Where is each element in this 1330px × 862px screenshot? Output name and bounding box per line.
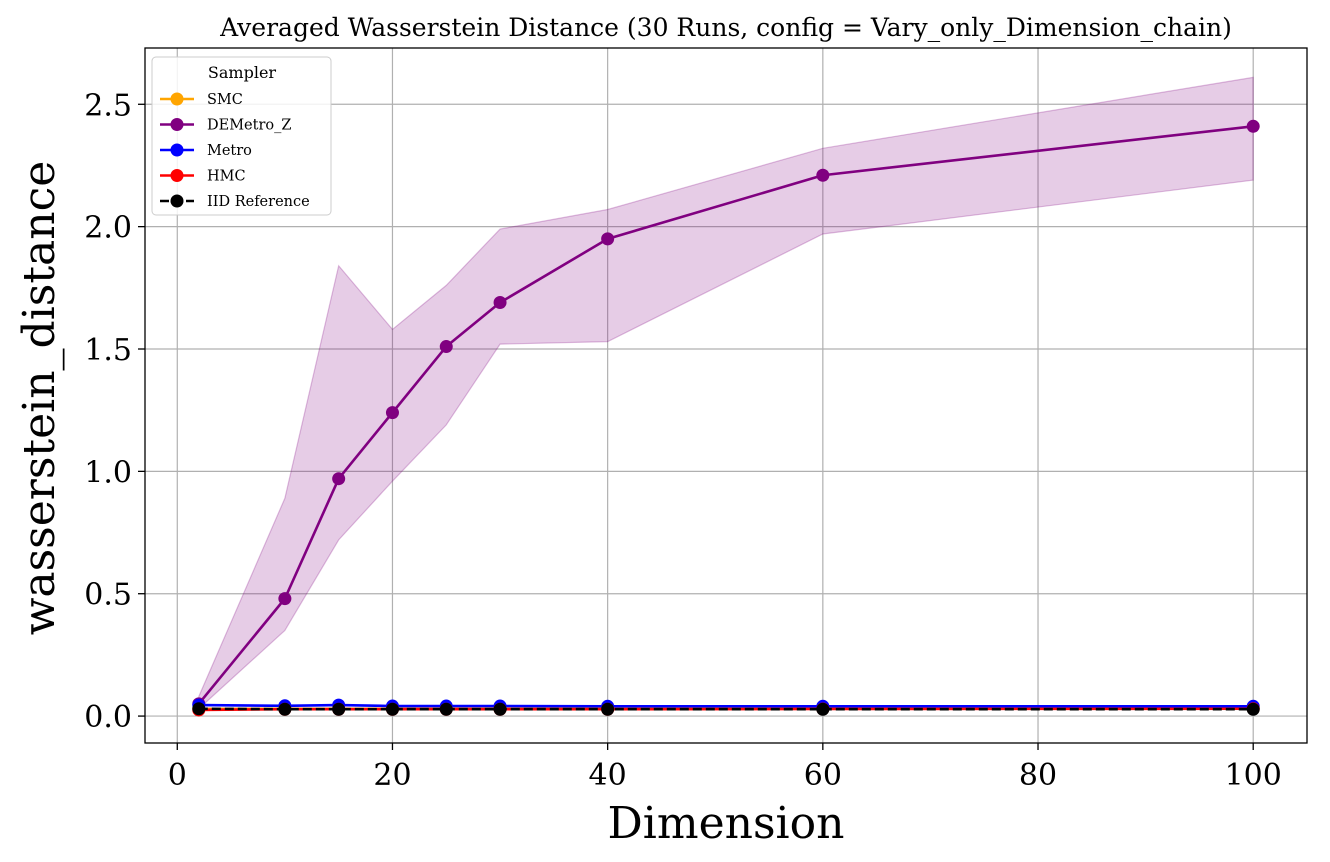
legend-entry: HMC bbox=[160, 169, 246, 185]
data-point bbox=[278, 592, 292, 606]
legend-entry: IID Reference bbox=[160, 194, 310, 210]
plot-frame bbox=[144, 47, 1308, 744]
axis-ticks: 0 20 40 60 80 100 0.0 0.5 1.0 1.5 2.0 2.5 bbox=[84, 88, 1282, 793]
data-point bbox=[332, 472, 346, 486]
data-series bbox=[192, 119, 1260, 717]
data-point bbox=[278, 702, 292, 716]
data-point bbox=[1246, 702, 1260, 716]
data-point bbox=[192, 702, 206, 716]
data-point bbox=[493, 702, 507, 716]
y-tick-label: 0.5 bbox=[84, 578, 132, 613]
series-group bbox=[192, 702, 1260, 716]
data-point bbox=[439, 340, 453, 354]
chart-title: Averaged Wasserstein Distance (30 Runs, … bbox=[219, 13, 1232, 42]
x-axis-title: Dimension bbox=[608, 798, 845, 849]
series-line bbox=[198, 703, 1254, 708]
legend-label: Metro bbox=[207, 143, 252, 159]
legend-label: DEMetro_Z bbox=[207, 118, 291, 134]
legend: Sampler SMC DEMetro_Z Metro HMC IID Reference bbox=[151, 56, 332, 216]
y-tick-label: 1.5 bbox=[84, 333, 132, 368]
x-tick-label: 20 bbox=[373, 758, 411, 793]
y-tick-label: 2.0 bbox=[84, 211, 132, 246]
y-tick-label: 1.0 bbox=[84, 455, 132, 490]
x-tick-label: 0 bbox=[168, 758, 187, 793]
y-axis-title: wasserstein_distance bbox=[14, 161, 65, 636]
legend-label: HMC bbox=[207, 169, 246, 185]
legend-marker bbox=[170, 118, 184, 131]
data-point bbox=[816, 702, 830, 716]
data-point bbox=[601, 702, 615, 716]
data-point bbox=[1246, 119, 1260, 133]
y-tick-label: 0.0 bbox=[84, 700, 132, 735]
series-group bbox=[192, 698, 1260, 713]
data-point bbox=[439, 702, 453, 716]
x-tick-label: 100 bbox=[1225, 758, 1282, 793]
legend-marker bbox=[170, 169, 184, 182]
data-point bbox=[816, 168, 830, 182]
legend-entry: SMC bbox=[160, 92, 243, 108]
legend-entry: DEMetro_Z bbox=[160, 118, 291, 134]
legend-marker bbox=[170, 143, 184, 157]
x-tick-label: 80 bbox=[1019, 758, 1057, 793]
y-tick-label: 2.5 bbox=[84, 88, 132, 123]
legend-label: SMC bbox=[207, 92, 243, 108]
data-point bbox=[601, 232, 615, 246]
confidence-bands bbox=[198, 76, 1254, 711]
x-tick-label: 40 bbox=[589, 758, 627, 793]
data-point bbox=[332, 702, 346, 716]
x-tick-label: 60 bbox=[804, 758, 842, 793]
grid-lines bbox=[145, 48, 1307, 743]
data-point bbox=[385, 406, 399, 420]
legend-title: Sampler bbox=[208, 63, 277, 82]
legend-entry: Metro bbox=[160, 143, 252, 159]
legend-marker bbox=[170, 92, 184, 106]
confidence-band bbox=[198, 76, 1254, 711]
legend-marker bbox=[170, 194, 184, 208]
data-point bbox=[385, 702, 399, 716]
data-point bbox=[493, 296, 507, 310]
legend-box bbox=[151, 56, 332, 216]
legend-label: IID Reference bbox=[207, 194, 310, 210]
